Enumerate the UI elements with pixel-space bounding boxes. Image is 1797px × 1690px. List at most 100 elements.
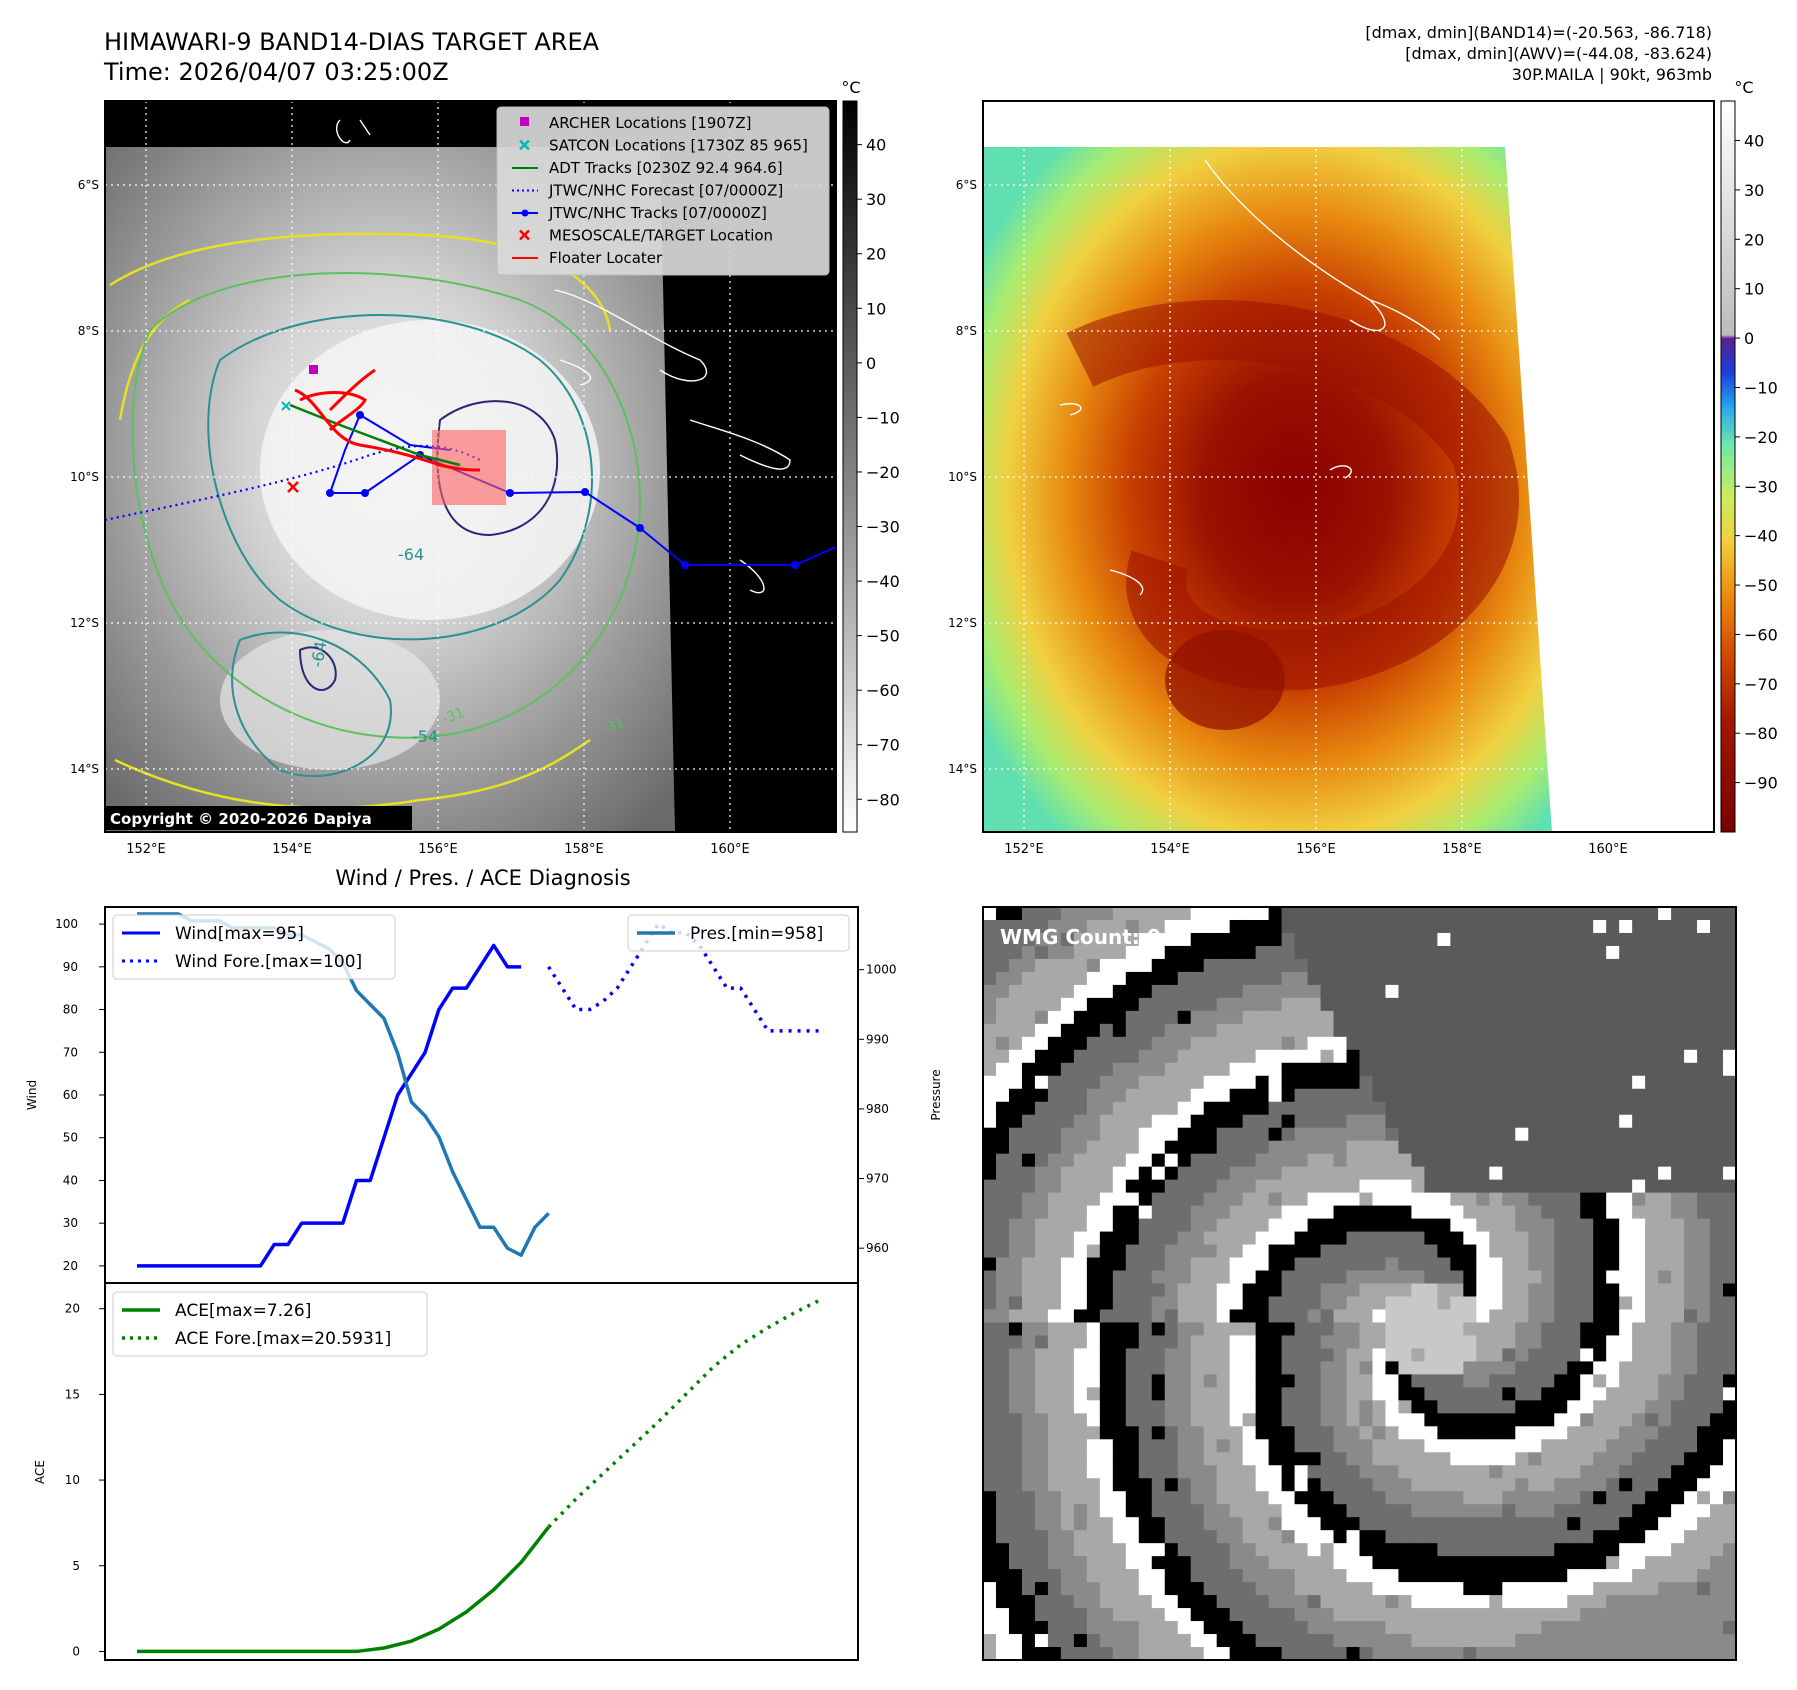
lat-label: 8°S [956, 324, 977, 338]
wmg-cell [1723, 1348, 1737, 1362]
wmg-cell [1190, 1634, 1205, 1648]
wmg-cell [1515, 1036, 1529, 1051]
wmg-cell [1515, 1595, 1529, 1609]
wmg-cell [1008, 1426, 1023, 1440]
wmg-cell [1281, 945, 1296, 960]
wmg-cell [1008, 1335, 1023, 1350]
wmg-cell [1528, 1569, 1542, 1583]
wmg-cell [1203, 1231, 1218, 1246]
wmg-cell [1047, 1413, 1062, 1427]
wmg-cell [1112, 1595, 1127, 1609]
wmg-cell [1437, 1556, 1451, 1570]
wmg-cell [1216, 971, 1231, 986]
wmg-cell [1151, 1608, 1166, 1622]
wmg-cell [1528, 1361, 1542, 1375]
wmg-cell [1476, 1179, 1490, 1194]
wmg-cell [1151, 1023, 1166, 1038]
wmg-cell [1060, 1595, 1075, 1609]
wmg-cell [1437, 1504, 1451, 1518]
wmg-cell [1398, 997, 1413, 1012]
wmg-cell [1398, 932, 1413, 947]
wmg-cell [1255, 1140, 1270, 1155]
wmg-cell [1424, 1075, 1438, 1090]
wmg-cell [1086, 1361, 1101, 1375]
wmg-cell [1242, 1439, 1257, 1453]
wmg-cell [1437, 1543, 1451, 1557]
wmg-cell [1463, 1231, 1477, 1246]
wmg-cell [1463, 1374, 1477, 1388]
wmg-cell [1580, 919, 1594, 934]
wmg-cell [1632, 1543, 1646, 1557]
colorbar-tick-label: 20 [866, 245, 886, 264]
wmg-cell [1372, 1010, 1387, 1025]
wmg-cell [1268, 1179, 1283, 1194]
wmg-cell [1645, 1569, 1659, 1583]
wmg-cell [1606, 1075, 1620, 1090]
wmg-cell [1619, 1257, 1633, 1272]
wmg-cell [1268, 984, 1283, 999]
wmg-cell [1099, 1595, 1114, 1609]
wmg-cell [1333, 1595, 1348, 1609]
wmg-cell [1398, 1062, 1413, 1077]
wmg-cell [1437, 958, 1451, 973]
wmg-cell [1450, 1348, 1464, 1362]
wmg-cell [1216, 1244, 1231, 1259]
contour-label: -54 [412, 727, 438, 746]
wmg-cell [1112, 1374, 1127, 1388]
wmg-cell [1424, 1517, 1438, 1531]
wmg-cell [1684, 1062, 1698, 1077]
wmg-cell [1151, 1400, 1166, 1414]
wmg-cell [1216, 1153, 1231, 1168]
wmg-cell [1138, 1049, 1153, 1064]
wmg-cell [1697, 1283, 1711, 1298]
wmg-cell [1060, 1491, 1075, 1505]
wmg-cell [1671, 1010, 1685, 1025]
wmg-cell [1606, 1257, 1620, 1272]
wmg-cell [1580, 1153, 1594, 1168]
wmg-cell [1294, 1439, 1309, 1453]
wmg-cell [1151, 1062, 1166, 1077]
wmg-cell [1307, 1374, 1322, 1388]
wmg-cell [1125, 1218, 1140, 1233]
wmg-cell [1658, 1621, 1672, 1635]
colorbar-tick-label: −40 [866, 572, 900, 591]
wmg-cell [1606, 1244, 1620, 1259]
wmg-cell [1580, 1452, 1594, 1466]
wmg-cell [1281, 997, 1296, 1012]
wmg-cell [1268, 1075, 1283, 1090]
wmg-cell [1372, 1556, 1387, 1570]
wmg-cell [1190, 1309, 1205, 1324]
wmg-cell [1060, 1335, 1075, 1350]
wmg-cell [1229, 1192, 1244, 1207]
wmg-cell [1138, 1543, 1153, 1557]
wmg-cell [1099, 1634, 1114, 1648]
wmg-cell [1567, 1647, 1581, 1661]
wmg-cell [1112, 1244, 1127, 1259]
wmg-cell [1229, 1231, 1244, 1246]
wmg-cell [1034, 984, 1049, 999]
wmg-cell [1008, 1517, 1023, 1531]
wmg-cell [1073, 1244, 1088, 1259]
wmg-cell [1515, 1010, 1529, 1025]
wmg-cell [1151, 1595, 1166, 1609]
wmg-cell [1060, 1192, 1075, 1207]
wmg-cell [1294, 1257, 1309, 1272]
pressure-tick-label: 1000 [866, 963, 897, 977]
wmg-cell [1632, 919, 1646, 934]
wmg-cell [1697, 1244, 1711, 1259]
wmg-cell [1203, 1075, 1218, 1090]
wmg-cell [1255, 1530, 1270, 1544]
wmg-cell [1385, 971, 1400, 986]
wmg-cell [1164, 1309, 1179, 1324]
wmg-cell [1268, 1244, 1283, 1259]
wmg-cell [1450, 1452, 1464, 1466]
wmg-cell [1424, 1231, 1438, 1246]
wmg-cell [1398, 1023, 1413, 1038]
wmg-cell [1320, 1296, 1335, 1311]
wmg-cell [1697, 1478, 1711, 1492]
wmg-cell [1307, 1010, 1322, 1025]
wmg-cell [1359, 1075, 1374, 1090]
wmg-cell [1034, 958, 1049, 973]
wmg-cell [1268, 1283, 1283, 1298]
wmg-cell [1710, 1127, 1724, 1142]
